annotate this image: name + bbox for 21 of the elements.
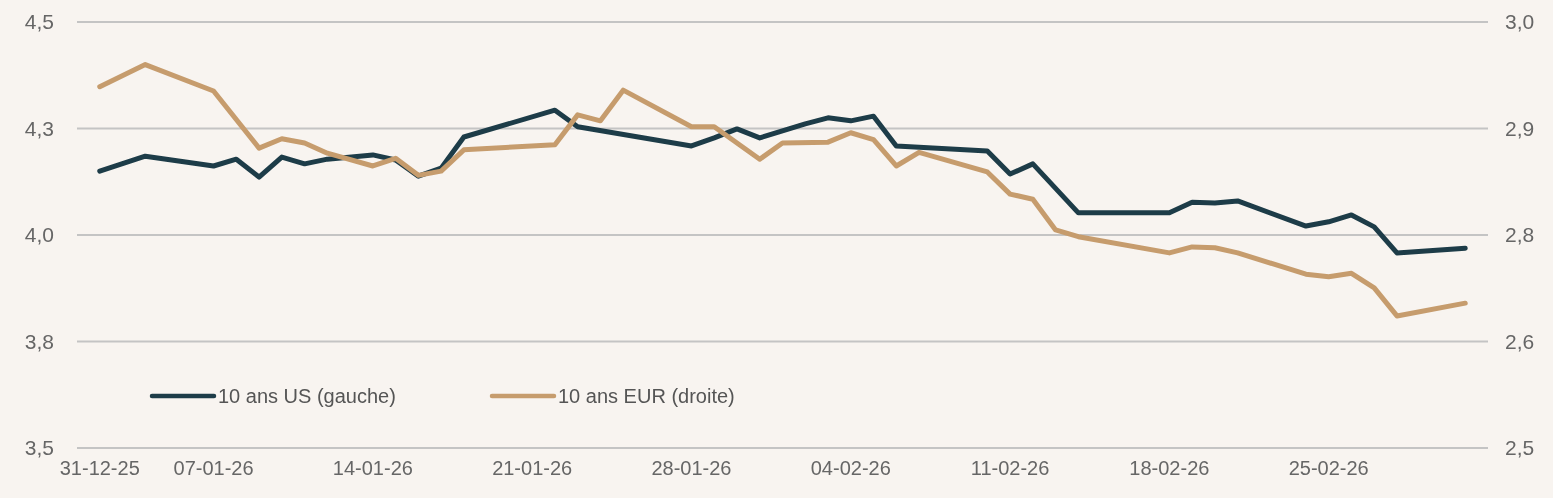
y-tick-label: 4,0 — [24, 223, 54, 246]
legend-label: 10 ans EUR (droite) — [558, 385, 735, 407]
y-tick-label: 4,3 — [24, 116, 54, 140]
x-tick-label: 14-01-26 — [332, 457, 413, 479]
x-tick-label: 11-02-26 — [970, 457, 1050, 479]
y-tick-label: 3,8 — [24, 329, 54, 353]
y2-tick-label: 3,0 — [1505, 10, 1535, 33]
x-tick-label: 25-02-26 — [1288, 457, 1369, 479]
x-tick-label: 07-01-26 — [173, 457, 254, 479]
y2-tick-label: 2,9 — [1505, 116, 1535, 140]
x-tick-label: 31-12-25 — [59, 457, 140, 479]
y2-tick-label: 2,8 — [1505, 223, 1535, 246]
x-tick-label: 04-02-26 — [810, 457, 891, 479]
y2-tick-label: 2,5 — [1505, 436, 1535, 459]
y-tick-label: 4,5 — [24, 10, 54, 33]
x-tick-label: 28-01-26 — [651, 457, 732, 479]
legend-label: 10 ans US (gauche) — [218, 385, 396, 407]
y-tick-label: 3,5 — [24, 436, 54, 459]
y2-tick-label: 2,6 — [1505, 329, 1535, 353]
x-tick-label: 18-02-26 — [1129, 457, 1210, 479]
x-tick-label: 21-01-26 — [492, 457, 573, 479]
